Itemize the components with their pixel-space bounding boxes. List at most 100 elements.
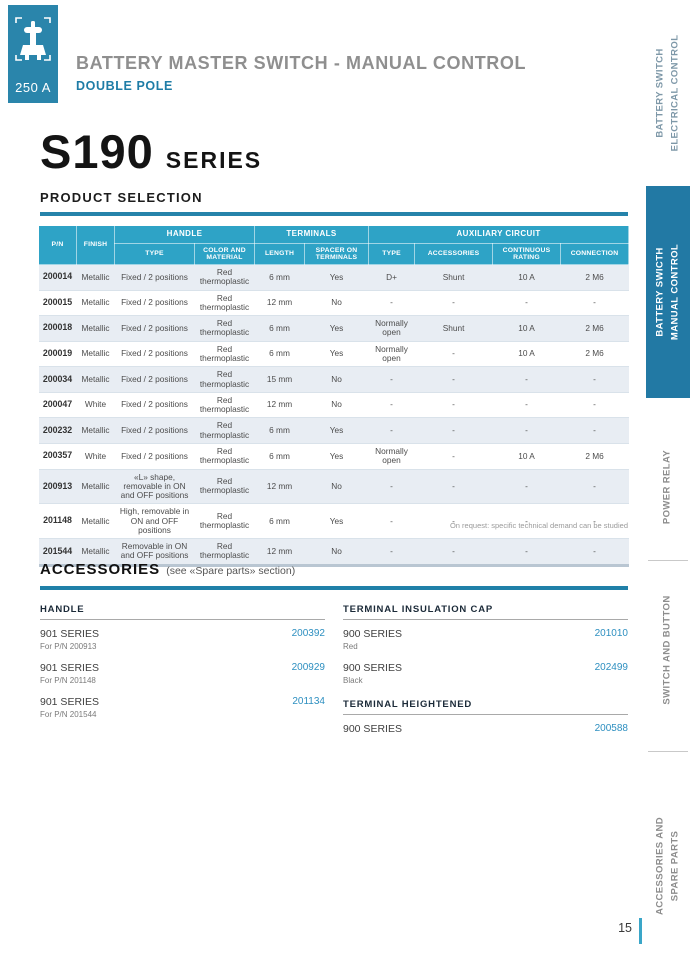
sidebar-tab-accessories-and-spare-parts[interactable]: ACCESSORIES AND SPARE PARTS [646, 785, 690, 947]
cell-spacer: No [304, 392, 369, 419]
table-row: 201148 Metallic High, removable in ON and … [38, 503, 629, 540]
cell-handle_type: «L» shape, removable in ON and OFF posit… [114, 469, 195, 505]
cell-aux_rating: - [492, 503, 561, 540]
accessory-item-name: 901 SERIES [40, 662, 99, 674]
cell-finish: Metallic [76, 503, 115, 540]
accessory-item-detail: Black [343, 676, 363, 685]
col-finish: FINISH [76, 225, 115, 265]
cell-pn: 200357 [38, 443, 77, 470]
battery-switch-icon [8, 11, 58, 73]
cell-aux_type: - [368, 290, 415, 317]
accessory-item-info: 901 SERIES For P/N 201148 [40, 662, 99, 685]
cell-aux_type: - [368, 366, 415, 393]
cell-aux_accessories: Shunt [414, 315, 493, 342]
cell-handle_type: Fixed / 2 positions [114, 366, 195, 393]
cell-aux_connection: - [560, 503, 629, 540]
accessory-item-info: 900 SERIES Red [343, 628, 402, 651]
accessories-group-title: HANDLE [40, 604, 325, 620]
col-aux-accessories: ACCESSORIES [414, 243, 494, 265]
accessory-item-name: 901 SERIES [40, 628, 99, 640]
cell-aux_connection: 2 M6 [560, 315, 629, 342]
cell-aux_accessories: - [414, 290, 493, 317]
table-row: 200014 Metallic Fixed / 2 positions Red the… [38, 264, 629, 291]
cell-pn: 200913 [38, 469, 77, 505]
cell-spacer: Yes [304, 264, 369, 291]
accessory-item-detail: For P/N 201544 [40, 710, 97, 719]
cell-aux_accessories: - [414, 392, 493, 419]
table-row: 200015 Metallic Fixed / 2 positions Red the… [38, 290, 629, 317]
sidebar-tab-label: ACCESSORIES AND SPARE PARTS [654, 816, 680, 916]
cell-handle_color: Red thermoplastic [194, 469, 255, 505]
cell-pn: 200232 [38, 417, 77, 444]
accessory-item-name: 900 SERIES [343, 723, 402, 735]
cell-handle_type: Fixed / 2 positions [114, 264, 195, 291]
cell-length: 12 mm [254, 290, 305, 317]
colgroup-terminals: TERMINALS [254, 225, 370, 244]
cell-aux_type: Normally open [368, 341, 415, 368]
page-header: BATTERY MASTER SWITCH - MANUAL CONTROL D… [76, 53, 526, 93]
cell-pn: 200047 [38, 392, 77, 419]
cell-finish: Metallic [76, 417, 115, 444]
col-handle-type: TYPE [114, 243, 195, 265]
accessories-section: ACCESSORIES (see «Spare parts» section) … [40, 561, 628, 746]
sidebar-tab-switch-and-button[interactable]: SWITCH AND BUTTON [646, 575, 690, 725]
cell-pn: 200034 [38, 366, 77, 393]
cell-aux_rating: 10 A [492, 443, 561, 470]
cell-finish: White [76, 392, 115, 419]
cell-spacer: No [304, 538, 369, 567]
sidebar-tab-power-relay[interactable]: POWER RELAY [646, 412, 690, 562]
accessory-part-number: 200929 [291, 662, 325, 673]
cell-aux_rating: - [492, 366, 561, 393]
cell-spacer: No [304, 290, 369, 317]
table-row: 200047 White Fixed / 2 positions Red thermo… [38, 392, 629, 419]
series-suffix: SERIES [165, 147, 263, 173]
cell-handle_color: Red thermoplastic [194, 538, 255, 567]
cell-spacer: No [304, 366, 369, 393]
accessory-item-name: 900 SERIES [343, 628, 402, 640]
accessory-item: 900 SERIES 200588 [343, 723, 628, 735]
accessory-item: 901 SERIES For P/N 201148 200929 [40, 662, 325, 685]
sidebar-separator [648, 751, 688, 752]
cell-length: 12 mm [254, 469, 305, 505]
cell-spacer: Yes [304, 503, 369, 540]
col-pn: P/N [38, 225, 77, 265]
cell-aux_type: - [368, 538, 415, 567]
col-length: LENGTH [254, 243, 306, 265]
accessory-item-info: 900 SERIES Black [343, 662, 402, 685]
cell-aux_type: - [368, 417, 415, 444]
accessory-item-name: 901 SERIES [40, 696, 99, 708]
sidebar-tab-battery-swicth-manual-control[interactable]: BATTERY SWICTH MANUAL CONTROL [646, 186, 690, 398]
series-name: S190 [40, 125, 154, 178]
cell-length: 6 mm [254, 443, 305, 470]
cell-handle_type: Fixed / 2 positions [114, 315, 195, 342]
cell-handle_type: Removable in ON and OFF positions [114, 538, 195, 567]
cell-aux_type: - [368, 469, 415, 505]
cell-aux_connection: - [560, 538, 629, 567]
page-number: 15 [618, 921, 632, 935]
cell-pn: 200018 [38, 315, 77, 342]
accessory-item-info: 901 SERIES For P/N 200913 [40, 628, 99, 651]
cell-length: 12 mm [254, 392, 305, 419]
cell-handle_type: Fixed / 2 positions [114, 443, 195, 470]
cell-aux_connection: 2 M6 [560, 264, 629, 291]
cell-handle_color: Red thermoplastic [194, 392, 255, 419]
sidebar-tab-battery-switch-electrical-control[interactable]: BATTERY SWITCH ELECTRICAL CONTROL [646, 20, 690, 165]
cell-handle_color: Red thermoplastic [194, 315, 255, 342]
cell-aux_rating: - [492, 469, 561, 505]
cell-aux_type: Normally open [368, 443, 415, 470]
cell-pn: 201544 [38, 538, 77, 567]
accessories-column: HANDLE 901 SERIES For P/N 200913 200392 901 … [40, 602, 325, 746]
cell-aux_connection: 2 M6 [560, 443, 629, 470]
accessory-item-name: 900 SERIES [343, 662, 402, 674]
table-note: On request: specific technical demand ca… [449, 521, 628, 530]
cell-aux_type: D+ [368, 264, 415, 291]
cell-length: 12 mm [254, 538, 305, 567]
page-subtitle: DOUBLE POLE [76, 79, 173, 93]
cell-handle_type: Fixed / 2 positions [114, 392, 195, 419]
accessory-part-number: 202499 [594, 662, 628, 673]
cell-handle_type: Fixed / 2 positions [114, 341, 195, 368]
cell-finish: Metallic [76, 538, 115, 567]
sidebar-separator [648, 560, 688, 561]
table-row: 200019 Metallic Fixed / 2 positions Red the… [38, 341, 629, 368]
accessory-part-number: 200588 [594, 723, 628, 734]
